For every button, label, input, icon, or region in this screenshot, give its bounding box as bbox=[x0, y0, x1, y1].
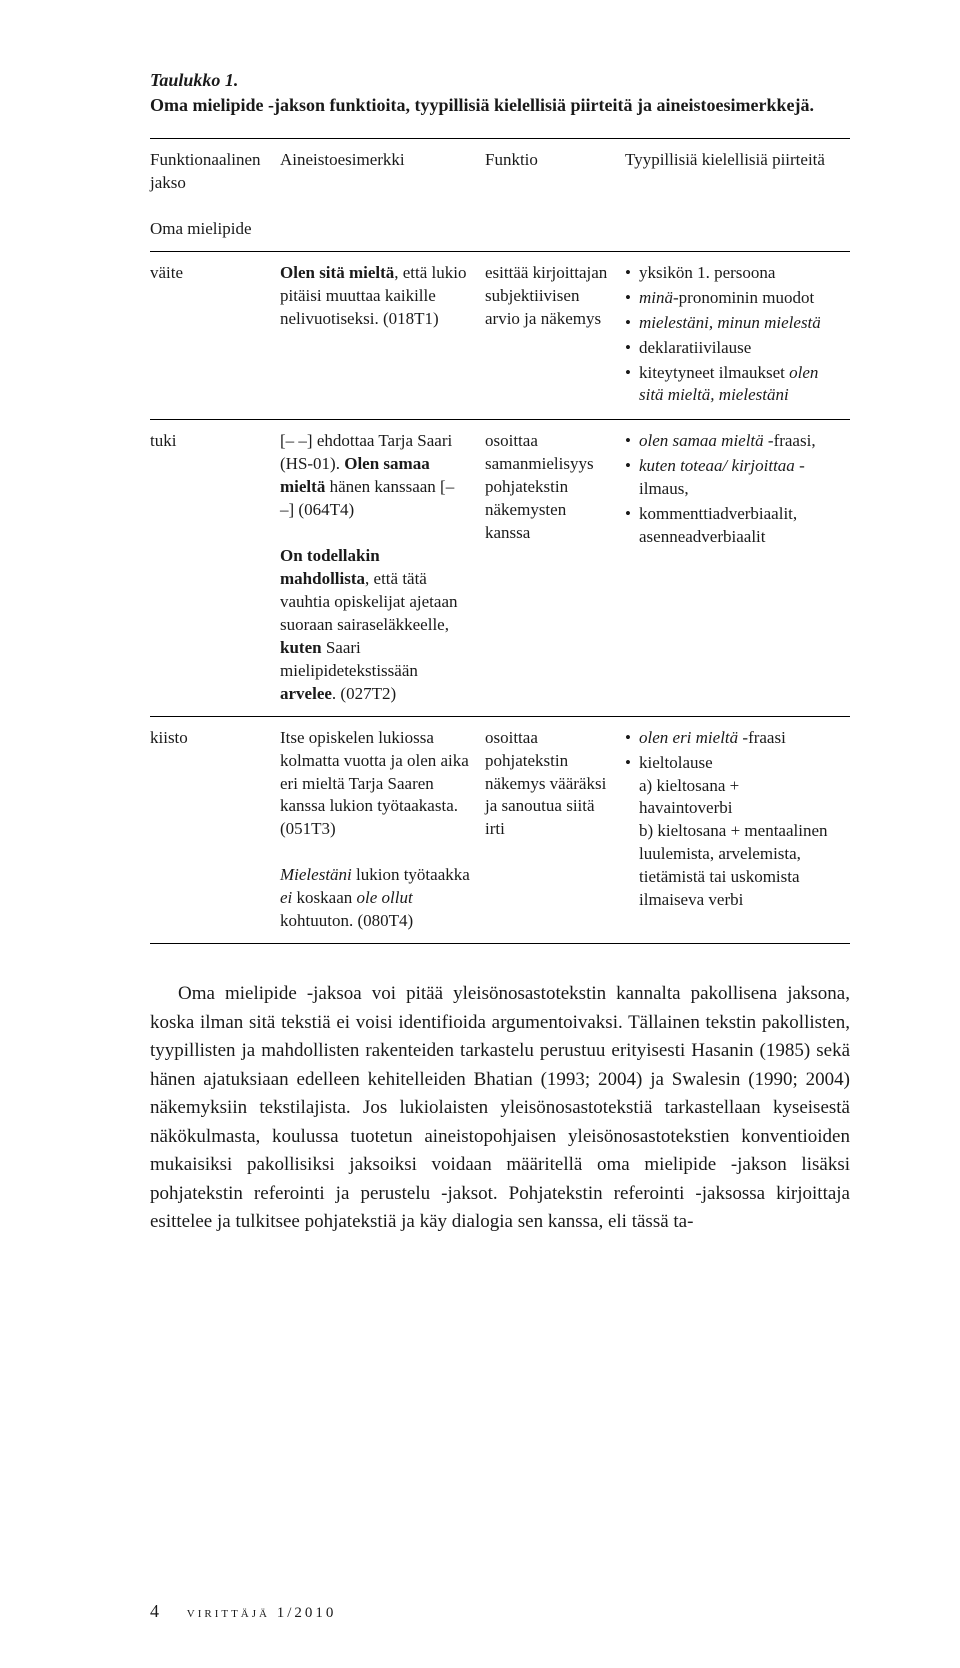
row-funktio: osoittaa pohjatekstin näkemys vääräksi j… bbox=[485, 716, 625, 943]
list-item: yksikön 1. persoona bbox=[625, 262, 836, 285]
feature-list: yksikön 1. persoonaminä-pronominin muodo… bbox=[625, 262, 836, 408]
header-line1: Funktionaalinen jakso bbox=[150, 150, 260, 192]
row-label: kiisto bbox=[150, 716, 280, 943]
row-label: tuki bbox=[150, 420, 280, 716]
page-number: 4 bbox=[150, 1601, 159, 1621]
table-row: väite Olen sitä mieltä, että lukio pitäi… bbox=[150, 251, 850, 420]
journal-ref: virittäjä 1/2010 bbox=[187, 1605, 337, 1621]
header-line2: Oma mielipide bbox=[150, 219, 252, 238]
row-funktio: esittää kirjoittajan subjektiivisen arvi… bbox=[485, 251, 625, 420]
page: Taulukko 1. Oma mielipide -jakson funkti… bbox=[0, 0, 960, 1668]
list-item: olen eri mieltä -fraasi bbox=[625, 727, 836, 750]
row-features: olen eri mieltä -fraasikieltolausea) kie… bbox=[625, 716, 850, 943]
page-footer: 4 virittäjä 1/2010 bbox=[150, 1601, 336, 1622]
row-label: väite bbox=[150, 251, 280, 420]
list-item: minä-pronominin muodot bbox=[625, 287, 836, 310]
row-example: Itse opiskelen lukiossa kolmatta vuotta … bbox=[280, 716, 485, 943]
list-item: deklaratiivilause bbox=[625, 337, 836, 360]
table-caption: Taulukko 1. bbox=[150, 70, 850, 91]
col-header-jakso: Funktionaalinen jakso Oma mielipide bbox=[150, 139, 280, 252]
list-item: kommenttiadverbiaalit, asenneadverbiaali… bbox=[625, 503, 836, 549]
col-header-features: Tyypillisiä kielellisiä piirteitä bbox=[625, 139, 850, 252]
table-subtitle: Oma mielipide -jakson funktioita, tyypil… bbox=[150, 95, 850, 116]
list-item: kieltolausea) kieltosana + havaintoverbi… bbox=[625, 752, 836, 913]
feature-list: olen samaa mieltä -fraasi,kuten toteaa/ … bbox=[625, 430, 836, 549]
table-header-row: Funktionaalinen jakso Oma mielipide Aine… bbox=[150, 139, 850, 252]
col-header-example: Aineistoesimerkki bbox=[280, 139, 485, 252]
list-item: olen samaa mieltä -fraasi, bbox=[625, 430, 836, 453]
row-funktio: osoittaa samanmielisyys pohjatekstin näk… bbox=[485, 420, 625, 716]
list-item: kuten toteaa/ kirjoittaa -ilmaus, bbox=[625, 455, 836, 501]
list-item: kiteytyneet ilmaukset olen sitä mieltä, … bbox=[625, 362, 836, 408]
table-row: tuki [– –] ehdottaa Tarja Saari (HS-01).… bbox=[150, 420, 850, 716]
row-example: Olen sitä mieltä, että lukio pitäisi muu… bbox=[280, 251, 485, 420]
col-header-funktio: Funktio bbox=[485, 139, 625, 252]
row-features: yksikön 1. persoonaminä-pronominin muodo… bbox=[625, 251, 850, 420]
list-item: mielestäni, minun mielestä bbox=[625, 312, 836, 335]
feature-list: olen eri mieltä -fraasikieltolausea) kie… bbox=[625, 727, 836, 913]
table-row: kiisto Itse opiskelen lukiossa kolmatta … bbox=[150, 716, 850, 943]
row-features: olen samaa mieltä -fraasi,kuten toteaa/ … bbox=[625, 420, 850, 716]
row-example: [– –] ehdottaa Tarja Saari (HS-01). Olen… bbox=[280, 420, 485, 716]
body-paragraph: Oma mielipide -jaksoa voi pitää yleisöno… bbox=[150, 980, 850, 1237]
features-table: Funktionaalinen jakso Oma mielipide Aine… bbox=[150, 138, 850, 944]
